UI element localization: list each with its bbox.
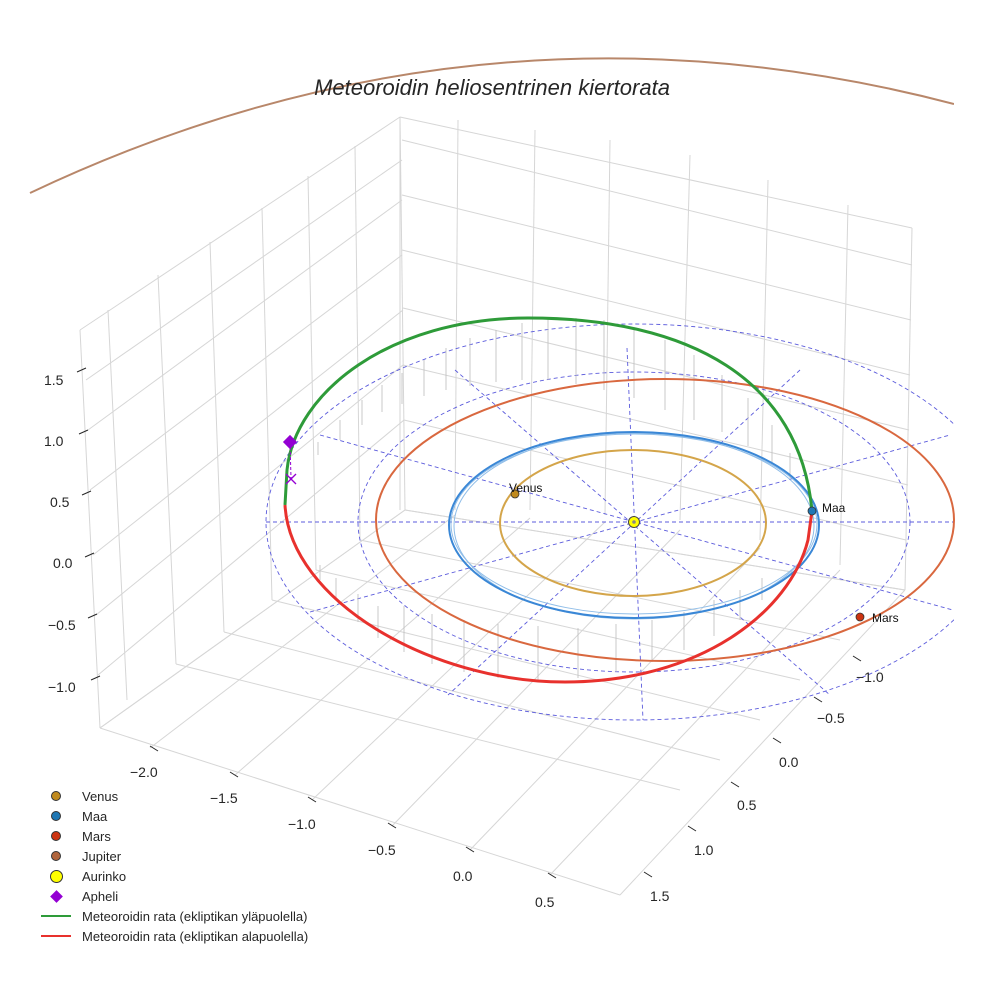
meteoroid-orbit-above — [283, 316, 814, 512]
x-tick-label: 0.0 — [453, 868, 473, 884]
axes-grid — [79, 116, 913, 896]
y-tick-label: 1.0 — [694, 842, 714, 858]
z-axis-labels: 1.5 1.0 0.5 0.0 −0.5 −1.0 — [44, 372, 76, 695]
legend-dot-icon — [51, 811, 61, 821]
x-tick-label: −1.5 — [210, 790, 238, 806]
legend-label: Jupiter — [82, 848, 122, 864]
meteoroid-orbit-below — [283, 504, 814, 684]
legend-item-maa: Maa — [36, 806, 308, 826]
venus-marker — [510, 489, 520, 499]
y-tick-label: −1.0 — [856, 669, 884, 685]
x-tick-label: −0.5 — [368, 842, 396, 858]
z-tick-label: 1.0 — [44, 433, 64, 449]
legend-diamond-icon — [49, 889, 63, 903]
legend-label: Apheli — [82, 888, 119, 904]
x-axis-labels: −2.0 −1.5 −1.0 −0.5 0.0 0.5 — [130, 764, 555, 910]
sun-center — [632, 520, 636, 524]
z-tick-label: 0.0 — [53, 555, 73, 571]
y-tick-label: 1.5 — [650, 888, 670, 904]
legend-dot-icon — [51, 791, 61, 801]
x-axis — [149, 745, 557, 879]
aphelion-projection-marker — [285, 473, 297, 485]
legend-dot-icon — [51, 831, 61, 841]
mars-marker — [855, 612, 865, 622]
legend-label: Meteoroidin rata (ekliptikan yläpuolella… — [82, 908, 308, 924]
venus-orbit — [499, 449, 767, 597]
legend-label: Aurinko — [82, 868, 127, 884]
z-tick-label: −0.5 — [48, 617, 76, 633]
x-tick-label: −2.0 — [130, 764, 158, 780]
earth-orbit — [448, 431, 820, 619]
y-tick-label: 0.0 — [779, 754, 799, 770]
legend-dot-icon — [51, 851, 61, 861]
z-tick-label: 1.5 — [44, 372, 64, 388]
legend-sun-icon — [49, 869, 63, 883]
y-tick-label: 0.5 — [737, 797, 757, 813]
earth-label: Maa — [822, 501, 846, 515]
y-tick-label: −0.5 — [817, 710, 845, 726]
mars-label: Mars — [872, 611, 899, 625]
x-tick-label: 0.5 — [535, 894, 555, 910]
legend-item-jupiter: Jupiter — [36, 846, 308, 866]
legend-line-icon — [41, 915, 71, 917]
z-tick-label: 0.5 — [50, 494, 70, 510]
earth-marker — [807, 506, 817, 516]
legend-label: Maa — [82, 808, 108, 824]
y-axis-labels: −1.0 −0.5 0.0 0.5 1.0 1.5 — [650, 669, 884, 904]
legend-item-apheli: Apheli — [36, 886, 308, 906]
z-tick-label: −1.0 — [48, 679, 76, 695]
aphelion-marker — [282, 434, 298, 450]
venus-label: Venus — [509, 481, 542, 495]
legend: Venus Maa Mars Jupiter Aurinko Apheli Me… — [36, 786, 308, 946]
mars-orbit — [375, 378, 955, 662]
z-axis — [76, 367, 101, 681]
legend-item-mars: Mars — [36, 826, 308, 846]
x-tick-label: −1.0 — [288, 816, 316, 832]
legend-label: Mars — [82, 828, 111, 844]
legend-label: Meteoroidin rata (ekliptikan alapuolella… — [82, 928, 309, 944]
legend-item-orbit-above: Meteoroidin rata (ekliptikan yläpuolella… — [36, 906, 308, 926]
projection-lines — [317, 318, 791, 680]
legend-item-aurinko: Aurinko — [36, 866, 308, 886]
legend-line-icon — [41, 935, 71, 937]
legend-item-orbit-below: Meteoroidin rata (ekliptikan alapuolella… — [36, 926, 308, 946]
y-axis — [643, 655, 862, 878]
legend-item-venus: Venus — [36, 786, 308, 806]
chart-title: Meteoroidin heliosentrinen kiertorata — [314, 75, 670, 100]
jupiter-orbit — [29, 57, 954, 194]
legend-label: Venus — [82, 788, 119, 804]
